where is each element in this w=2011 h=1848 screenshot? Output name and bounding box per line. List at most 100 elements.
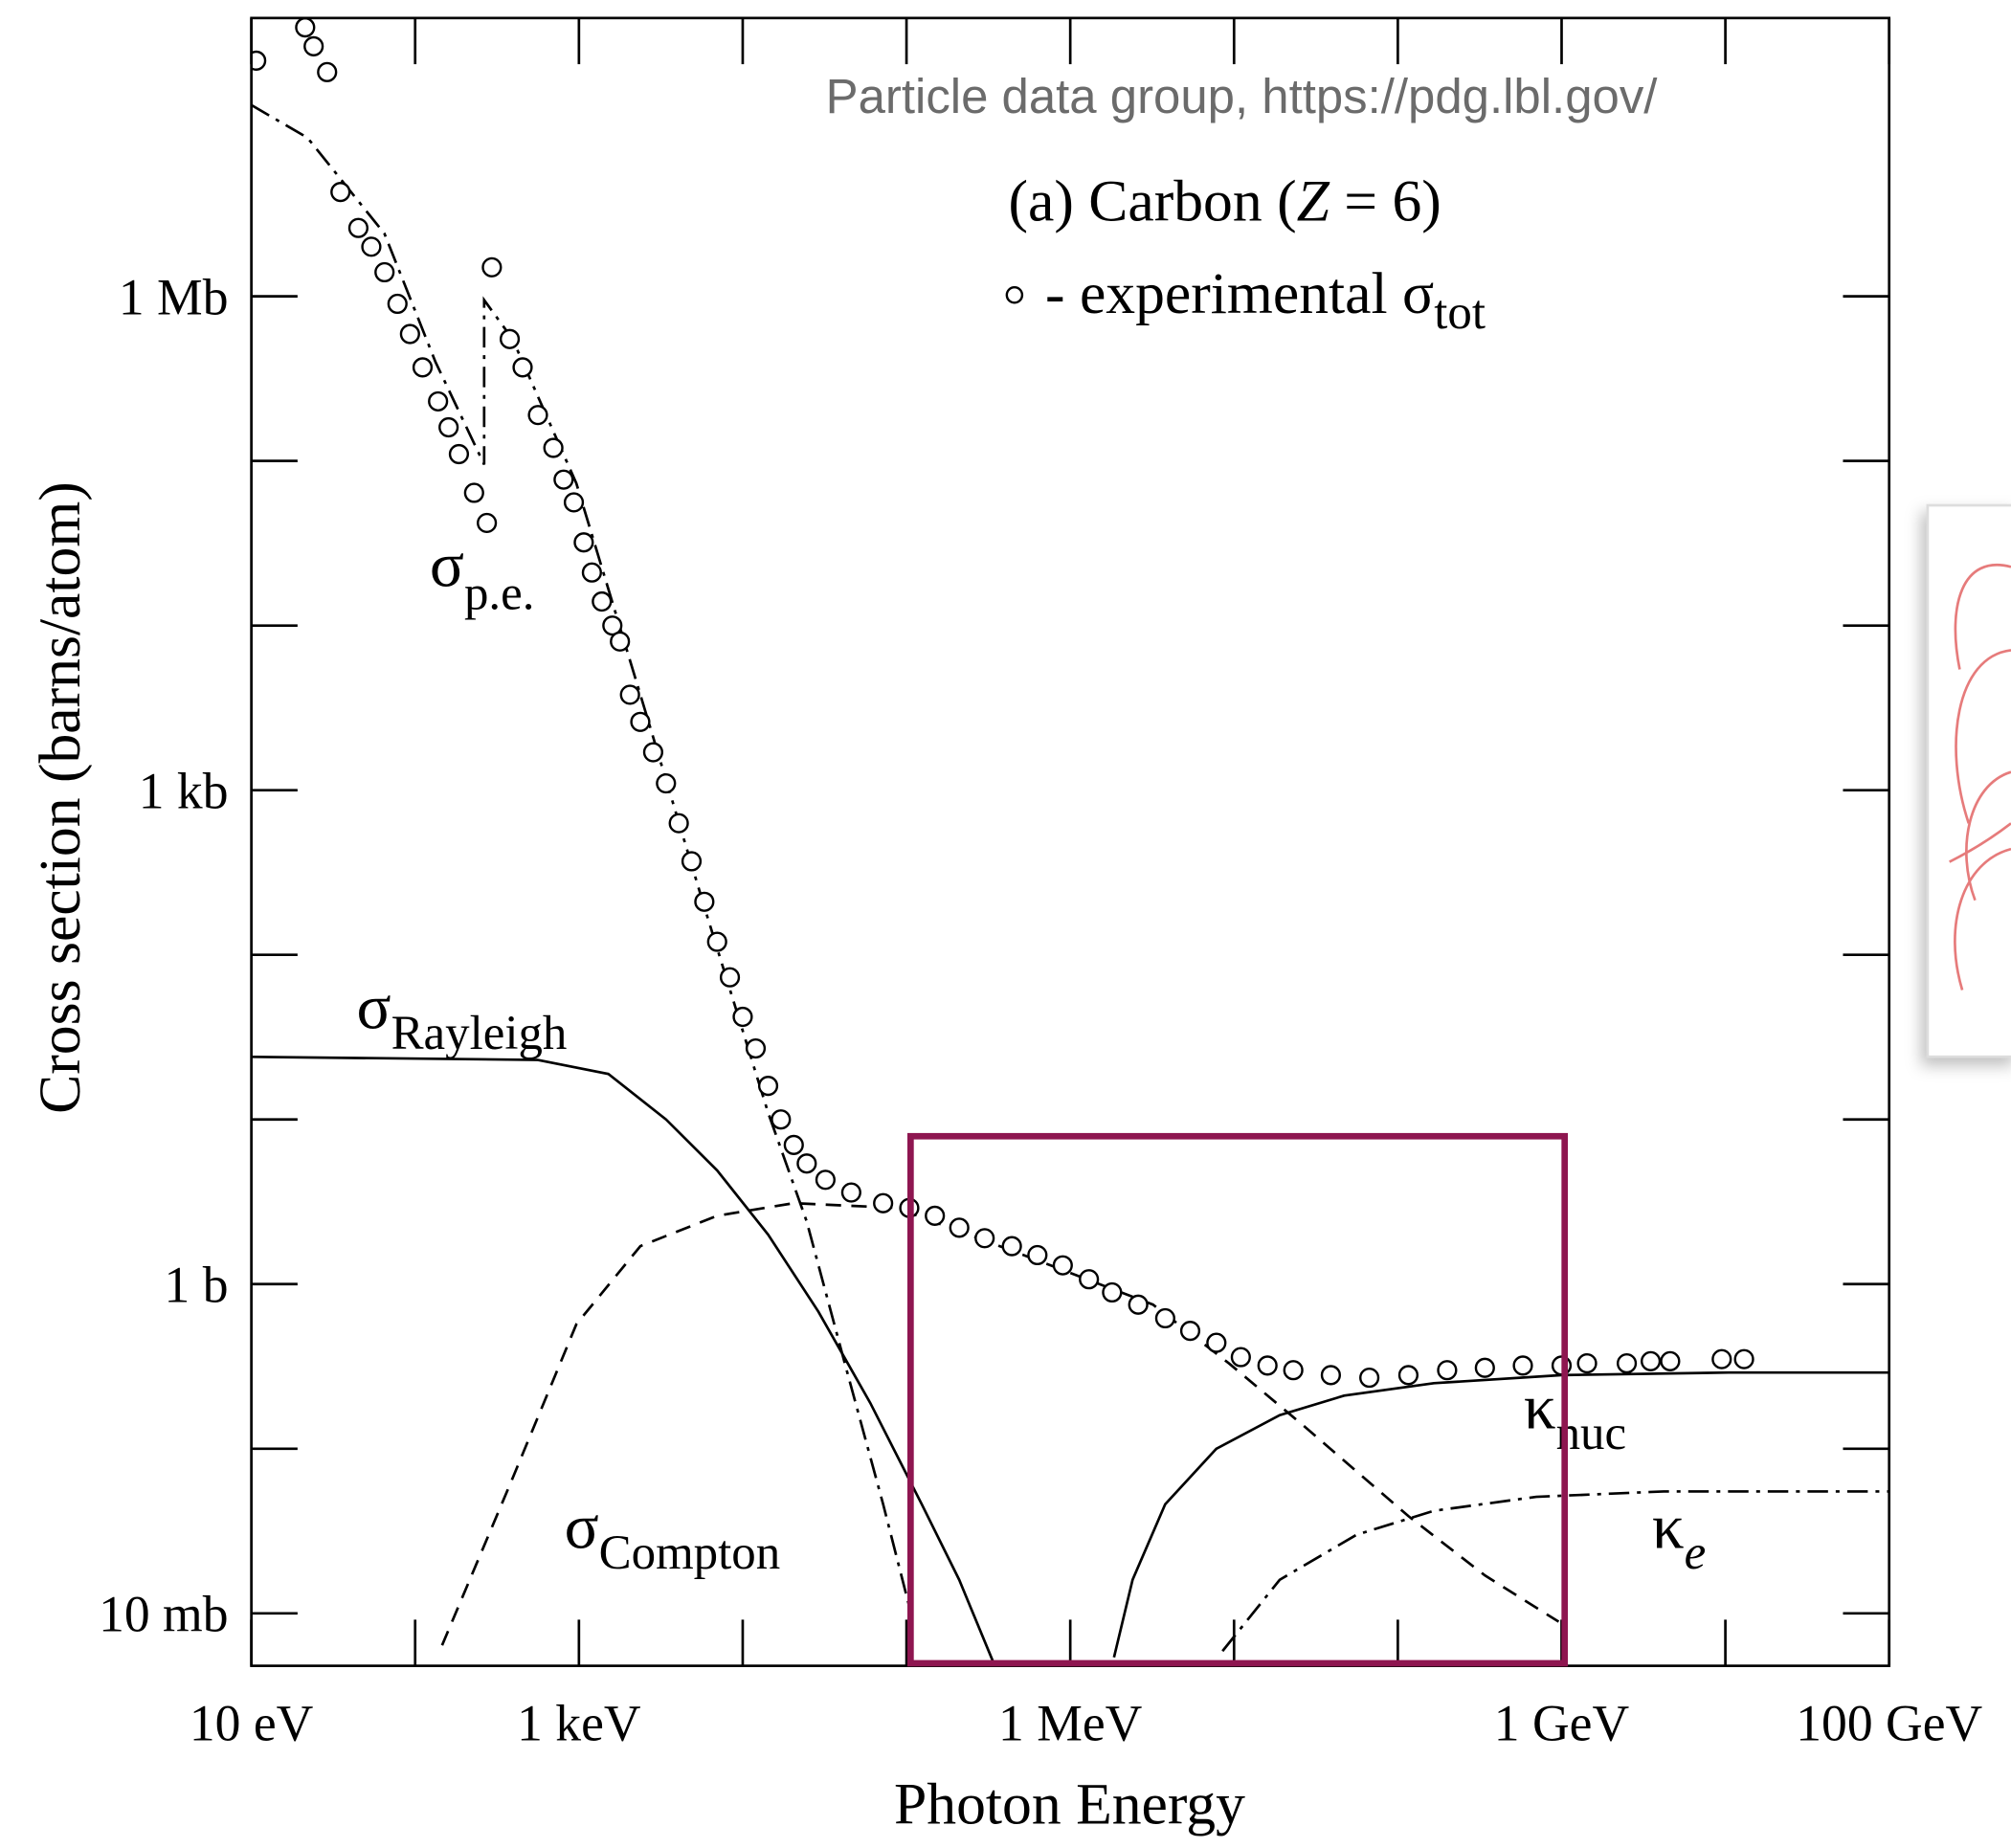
data-point — [757, 1076, 779, 1097]
x-tick-label: 1 MeV — [998, 1694, 1143, 1751]
data-point — [412, 357, 434, 378]
data-point — [1206, 1332, 1227, 1353]
data-point — [399, 323, 420, 345]
data-point — [840, 1182, 861, 1203]
data-point — [330, 182, 351, 203]
data-point — [668, 813, 689, 834]
y-tick-label: 1 kb — [139, 762, 229, 819]
data-point — [974, 1228, 995, 1249]
side-figure — [1926, 503, 2011, 1058]
legend-label: - experimental σ — [1045, 261, 1434, 326]
data-point — [873, 1192, 894, 1213]
curve-symbol: σ — [565, 1491, 599, 1562]
data-point — [925, 1205, 946, 1226]
curve-symbol: κ — [1652, 1491, 1685, 1562]
curve-symbol: κ — [1524, 1372, 1556, 1443]
data-point — [1512, 1355, 1533, 1376]
data-point — [694, 891, 715, 912]
data-point — [592, 590, 613, 612]
data-point — [1128, 1294, 1149, 1315]
data-point — [783, 1134, 804, 1155]
curve — [1221, 1490, 1889, 1653]
plot-layer: 10 eV 1 keV 1 MeV 1 GeV 100 GeV 10 mb 1 b 1 kb 1… — [99, 17, 1982, 1751]
y-axis-title: Cross section (barns/atom) — [28, 481, 93, 1114]
data-point — [1001, 1236, 1022, 1257]
curve — [251, 103, 911, 1608]
legend-subscript: tot — [1434, 286, 1486, 340]
series-layer — [251, 17, 1889, 1664]
curve-label: σCompton — [565, 1491, 781, 1579]
data-point — [303, 35, 324, 56]
data-point — [573, 532, 594, 553]
data-point — [681, 851, 703, 872]
data-point — [387, 293, 408, 315]
data-point — [719, 967, 741, 988]
data-point — [796, 1153, 817, 1174]
x-axis-title: Photon Energy — [894, 1771, 1245, 1837]
x-tick-label: 100 GeV — [1796, 1694, 1982, 1751]
data-point — [1437, 1360, 1458, 1381]
data-point — [1283, 1360, 1304, 1381]
legend-title-part: Z — [1297, 169, 1330, 234]
data-point — [543, 437, 564, 458]
data-point — [448, 443, 470, 465]
data-point — [1733, 1348, 1754, 1369]
data-point — [656, 772, 677, 794]
data-point — [1154, 1307, 1175, 1329]
data-point — [477, 512, 498, 534]
data-point — [706, 931, 727, 952]
data-point — [1576, 1353, 1598, 1374]
data-point — [1230, 1347, 1251, 1368]
data-point — [1660, 1350, 1681, 1371]
y-tick-label: 10 mb — [99, 1586, 228, 1643]
data-point — [642, 742, 663, 763]
data-point — [374, 261, 395, 283]
data-point — [602, 615, 623, 636]
data-point — [1474, 1357, 1495, 1378]
data-point — [481, 256, 503, 278]
curve-subscript: e — [1685, 1526, 1707, 1580]
legend-title-part: (a) Carbon ( — [1008, 169, 1296, 234]
curve-symbol: σ — [356, 972, 391, 1043]
curve-subscript: p.e. — [464, 568, 535, 621]
data-point — [815, 1169, 836, 1191]
data-point — [1640, 1350, 1662, 1371]
data-point — [771, 1109, 792, 1130]
data-point — [732, 1006, 753, 1028]
data-point — [317, 61, 338, 82]
highlight-box — [906, 1132, 1569, 1667]
curve — [1112, 1370, 1889, 1659]
legend-entry: - experimental σtot — [1045, 261, 1486, 340]
data-point — [527, 405, 548, 426]
data-point — [1397, 1365, 1419, 1386]
data-point — [428, 390, 449, 412]
data-point — [295, 17, 316, 38]
curve-symbol: σ — [430, 529, 464, 600]
data-point — [745, 1037, 767, 1059]
curve-label: κnuc — [1524, 1372, 1626, 1460]
data-point — [1711, 1348, 1732, 1369]
source-note: Particle data group, https://pdg.lbl.gov… — [826, 69, 1659, 123]
data-point — [630, 711, 651, 732]
data-point — [463, 482, 484, 503]
data-point — [610, 631, 631, 652]
y-tick-label: 1 b — [165, 1257, 229, 1314]
curve-label: σp.e. — [430, 529, 535, 620]
data-point — [1616, 1353, 1638, 1374]
x-tick-label: 10 eV — [190, 1694, 314, 1751]
data-point — [1320, 1365, 1341, 1386]
curve — [251, 1055, 995, 1664]
data-point — [1102, 1281, 1123, 1303]
data-point — [1079, 1269, 1100, 1290]
data-point — [1179, 1321, 1201, 1342]
x-tick-label: 1 GeV — [1494, 1694, 1630, 1751]
legend-title: (a) Carbon (Z = 6) — [1008, 169, 1441, 234]
data-point — [361, 236, 382, 257]
legend-title-part: = 6) — [1329, 169, 1441, 234]
data-point — [553, 469, 574, 490]
data-point — [499, 328, 521, 349]
data-point — [1027, 1244, 1048, 1266]
legend-marker — [1005, 286, 1024, 304]
x-tick-label: 1 keV — [517, 1694, 641, 1751]
